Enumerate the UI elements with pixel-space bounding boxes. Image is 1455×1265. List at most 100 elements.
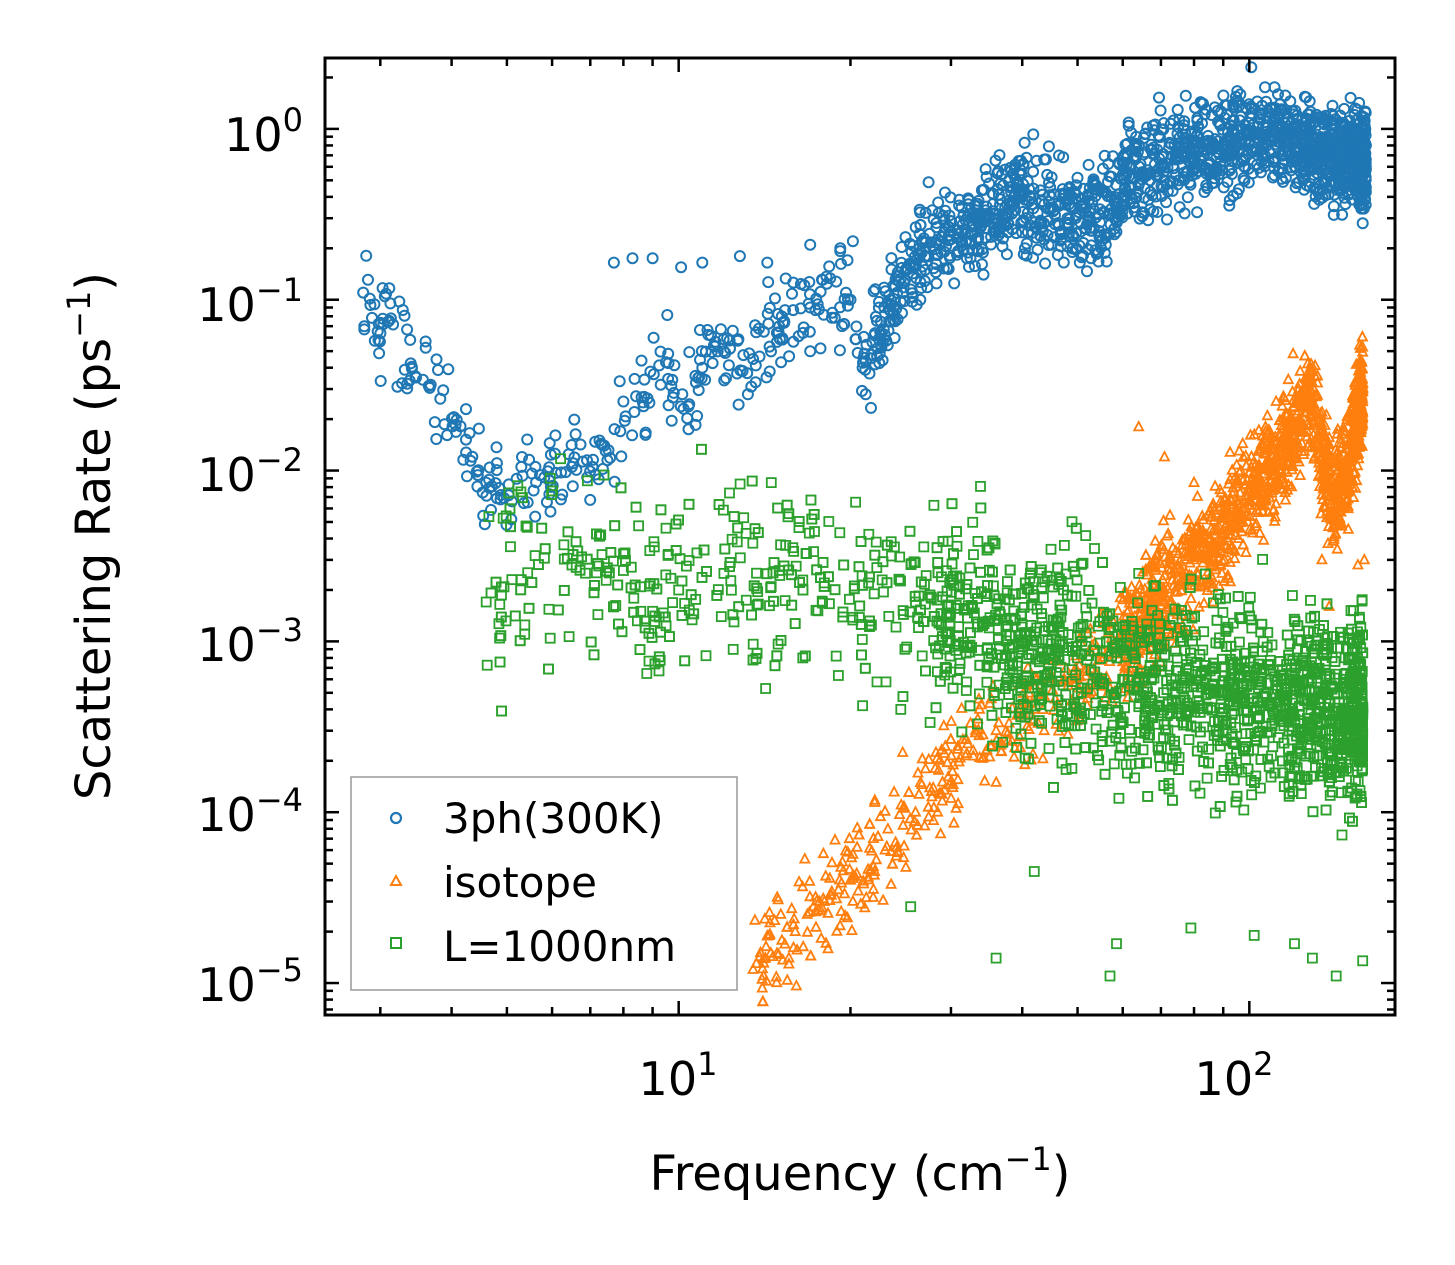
3ph(300K)-point-1203 <box>398 309 411 322</box>
3ph(300K)-point-1170 <box>895 256 908 269</box>
3ph(300K)-point-1549 <box>1048 231 1061 244</box>
3ph(300K)-point-978 <box>1328 188 1341 201</box>
3ph(300K)-point-1544 <box>1181 191 1194 204</box>
3ph(300K)-point-330 <box>521 433 534 446</box>
3ph(300K)-point-947 <box>628 406 641 418</box>
3ph(300K)-point-1057 <box>915 281 928 294</box>
3ph(300K)-point-969 <box>1153 91 1165 104</box>
3ph(300K)-point-47 <box>1356 217 1369 230</box>
3ph(300K)-point-1401 <box>999 219 1012 232</box>
3ph(300K)-point-1200 <box>1017 205 1030 218</box>
3ph(300K)-point-1082 <box>797 326 809 339</box>
3ph(300K)-point-1623 <box>1276 162 1289 175</box>
3ph(300K)-point-1685 <box>948 277 961 290</box>
3ph(300K)-point-1622 <box>761 307 774 320</box>
3ph(300K)-point-793 <box>1155 180 1168 192</box>
3ph(300K)-point-720 <box>1161 213 1173 226</box>
3ph(300K)-point-307 <box>1223 199 1236 212</box>
3ph(300K)-point-36 <box>761 256 774 269</box>
3ph(300K)-point-1711 <box>538 471 551 484</box>
3ph(300K)-point-1657 <box>1219 139 1232 152</box>
3ph(300K)-point-1602 <box>466 450 479 463</box>
3ph(300K)-point-1399 <box>1081 265 1093 278</box>
3ph(300K)-point-1360 <box>914 219 927 231</box>
3ph(300K)-point-1582 <box>423 381 436 394</box>
3ph(300K)-point-644 <box>706 357 719 370</box>
3ph(300K)-point-1365 <box>919 206 932 219</box>
3ph(300K)-point-1552 <box>549 429 562 442</box>
3ph(300K)-point-347 <box>763 301 776 314</box>
3ph(300K)-point-1345 <box>683 346 696 359</box>
3ph(300K)-point-762 <box>722 359 735 372</box>
3ph(300K)-point-1490 <box>794 302 807 315</box>
3ph(300K)-point-1195 <box>1179 89 1192 102</box>
3ph(300K)-point-1158 <box>1043 189 1056 202</box>
3ph(300K)-point-1609 <box>923 227 936 240</box>
3ph(300K)-point-722 <box>763 365 776 378</box>
3ph(300K)-point-1338 <box>1043 176 1055 189</box>
3ph(300K)-point-165 <box>1327 200 1340 213</box>
3ph(300K)-point-848 <box>460 403 472 416</box>
3ph(300K)-point-1568 <box>719 347 732 359</box>
3ph(300K)-point-612 <box>510 472 523 485</box>
3ph(300K)-point-1264 <box>731 334 744 347</box>
3ph(300K)-point-1393 <box>1020 249 1033 262</box>
3ph(300K)-point-1379 <box>881 339 894 352</box>
3ph(300K)-point-1418 <box>1051 248 1064 261</box>
3ph(300K)-point-1691 <box>647 368 660 381</box>
3ph(300K)-point-1388 <box>430 433 443 445</box>
3ph(300K)-point-970 <box>419 335 432 348</box>
3ph(300K)-point-597 <box>850 320 863 333</box>
3ph(300K)-point-1537 <box>1359 105 1372 118</box>
3ph(300K)-point-995 <box>1035 195 1048 208</box>
3ph(300K)-point-866 <box>490 457 503 470</box>
3ph(300K)-point-1052 <box>762 276 775 289</box>
3ph(300K)-point-1678 <box>644 365 657 378</box>
3ph(300K)-point-39 <box>846 235 859 248</box>
3ph(300K)-point-1681 <box>470 465 483 478</box>
3ph(300K)-point-1104 <box>1268 156 1280 169</box>
3ph(300K)-point-647 <box>1154 104 1167 117</box>
3ph(300K)-point-563 <box>1279 89 1292 102</box>
3ph(300K)-point-1471 <box>1168 138 1181 151</box>
3ph(300K)-point-484 <box>1308 197 1321 210</box>
3ph(300K)-point-37 <box>804 238 817 251</box>
3ph(300K)-point-233 <box>463 427 476 440</box>
3ph(300K)-point-432 <box>989 154 1002 167</box>
3ph(300K)-point-1610 <box>871 350 884 363</box>
3ph(300K)-point-1009 <box>674 400 687 413</box>
3ph(300K)-point-427 <box>362 273 374 286</box>
3ph(300K)-point-1242 <box>778 316 791 329</box>
3ph(300K)-point-799 <box>841 254 854 267</box>
3ph(300K)-point-1014 <box>749 376 762 389</box>
3ph(300K)-point-1144 <box>368 298 381 311</box>
3ph(300K)-point-1300 <box>1173 201 1186 214</box>
3ph(300K)-point-1665 <box>1129 140 1141 153</box>
3ph(300K)-point-1676 <box>884 298 897 311</box>
3ph(300K)-point-1724 <box>1194 96 1207 109</box>
3ph(300K)-point-338 <box>527 484 540 497</box>
3ph(300K)-point-1151 <box>980 171 993 183</box>
3ph(300K)-point-1374 <box>472 422 485 435</box>
3ph(300K)-point-1397 <box>1042 140 1055 153</box>
3ph(300K)-point-250 <box>461 470 473 483</box>
3ph(300K)-point-1553 <box>869 358 882 371</box>
3ph(300K)-point-1605 <box>749 319 762 332</box>
series-layer <box>357 61 1372 1007</box>
3ph(300K)-point-1287 <box>814 342 827 355</box>
3ph(300K)-point-1578 <box>1282 113 1295 126</box>
3ph(300K)-point-1675 <box>1322 188 1335 201</box>
3ph(300K)-point-1642 <box>919 250 931 263</box>
3ph(300K)-point-1529 <box>1157 117 1170 130</box>
3ph(300K)-point-1455 <box>1224 140 1237 153</box>
3ph(300K)-point-30 <box>607 256 620 269</box>
3ph(300K)-point-11 <box>717 345 730 358</box>
3ph(300K)-point-767 <box>840 286 852 299</box>
3ph(300K)-point-821 <box>490 464 503 477</box>
3ph(300K)-point-1606 <box>1303 180 1316 193</box>
3ph(300K)-point-1632 <box>1183 176 1196 189</box>
3ph(300K)-point-1390 <box>1004 161 1017 174</box>
3ph(300K)-point-1339 <box>1070 242 1083 255</box>
3ph(300K)-point-1608 <box>906 295 919 308</box>
3ph(300K)-point-1587 <box>1356 198 1369 211</box>
